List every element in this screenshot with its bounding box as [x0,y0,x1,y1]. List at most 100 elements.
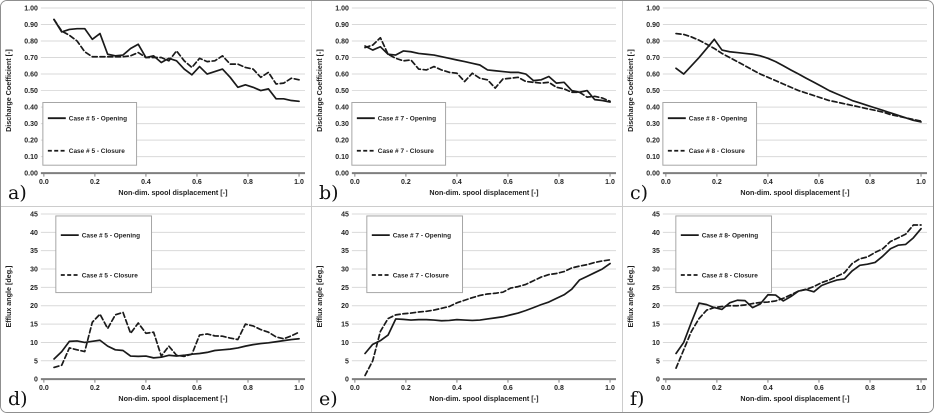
x-tick-labels: 0.0 0.2 0.4 0.6 0.8 1.0 [39,385,304,392]
y-tick-label: 40 [652,230,660,237]
x-tick-label: 0.0 [661,179,671,186]
x-tick-label: 0.6 [814,385,824,392]
y-tick-label: 10 [341,340,349,347]
y-tick-label: 0 [34,377,38,384]
legend-label: Case # 7 - Opening [378,116,436,123]
y-tick-label: 0.40 [335,105,349,112]
y-tick-label: 10 [652,340,660,347]
series-line-case-7-opening [364,262,611,355]
x-axis-title: Non-dim. spool displacement [-] [740,189,849,197]
x-axis-title: Non-dim. spool displacement [-] [429,189,538,197]
y-tick-label: 25 [341,285,349,292]
x-axis [351,378,617,383]
y-tick-labels: 0 5 10 15 20 25 30 35 40 45 [652,211,660,383]
legend-label: Case # 7 - Closure [393,272,450,279]
x-tick-label: 0.6 [192,385,202,392]
y-tick-label: 0.90 [24,22,38,29]
chart-panel-e: 0 5 10 15 20 25 30 35 40 45 0.0 0.2 0.4 0.6 0.8 1.0 Non-… [312,207,623,412]
x-tick-labels: 0.0 0.2 0.4 0.6 0.8 1.0 [39,179,304,186]
chart-panel-b: 0.00 0.10 0.20 0.30 0.40 0.50 0.60 0.70 0.80 0.90… [312,1,623,207]
y-tick-label: 0.60 [646,72,660,79]
legend-box: Case # 5 - Opening Case # 5 - Closure [42,102,138,166]
y-tick-label: 5 [34,358,38,365]
y-tick-label: 25 [30,285,38,292]
y-axis-title: Discharge Coefficient [-] [5,49,13,132]
legend-box: Case # 7 - Opening Case # 7 - Closure [351,102,447,166]
y-tick-label: 1.00 [646,5,660,12]
y-tick-label: 45 [30,211,38,218]
legend-label: Case # 5 - Opening [82,233,140,240]
y-tick-label: 0.70 [646,55,660,62]
x-tick-label: 0.4 [452,179,462,186]
series-line-case-8-opening [675,38,922,123]
x-tick-label: 0.8 [243,385,253,392]
legend-label: Case # 8 - Opening [689,116,747,123]
legend-label: Case # 5 - Opening [69,116,127,123]
y-tick-label: 0.10 [646,154,660,161]
x-tick-label: 0.4 [141,179,151,186]
y-tick-label: 0 [656,377,660,384]
y-tick-label: 0.90 [646,22,660,29]
x-tick-label: 0.0 [39,385,49,392]
chart-f-canvas: 0 5 10 15 20 25 30 35 40 45 0.0 0.2 0.4 0.6 0.8 1.0 Non-… [627,211,928,403]
gridlines [662,213,928,362]
x-axis [40,172,306,177]
x-tick-label: 0.4 [763,179,773,186]
y-tick-label: 0.00 [646,171,660,178]
x-tick-label: 0.8 [554,385,564,392]
x-tick-label: 1.0 [916,385,926,392]
y-tick-label: 0.70 [335,55,349,62]
y-tick-label: 30 [341,267,349,274]
legend-box: Case # 8- Opening Case # 8 - Closure [675,215,773,294]
y-tick-label: 45 [341,211,349,218]
y-tick-labels: 0 5 10 15 20 25 30 35 40 45 [341,211,349,383]
x-tick-label: 0.8 [554,179,564,186]
y-tick-label: 0.60 [335,72,349,79]
x-tick-label: 1.0 [916,179,926,186]
y-tick-label: 10 [30,340,38,347]
chart-panel-f: 0 5 10 15 20 25 30 35 40 45 0.0 0.2 0.4 0.6 0.8 1.0 Non-… [623,207,933,412]
series-line-case-5-closure [53,18,300,85]
y-tick-label: 40 [30,230,38,237]
y-tick-label: 0 [345,377,349,384]
y-tick-label: 35 [30,248,38,255]
chart-c-canvas: 0.00 0.10 0.20 0.30 0.40 0.50 0.60 0.70 0.80 0.90… [627,5,928,197]
y-tick-labels: 0.00 0.10 0.20 0.30 0.40 0.50 0.60 0.70 0.80 0.90… [24,5,38,177]
x-tick-label: 0.6 [192,179,202,186]
x-tick-label: 0.4 [763,385,773,392]
x-tick-label: 0.4 [141,385,151,392]
y-tick-label: 0.60 [24,72,38,79]
x-tick-label: 0.2 [401,179,411,186]
legend-box: Case # 5 - Opening Case # 5 - Closure [55,215,153,294]
x-tick-label: 0.2 [90,179,100,186]
y-tick-label: 5 [656,358,660,365]
series-line-case-8-closure [675,224,922,369]
legend-label: Case # 8 - Closure [689,148,746,155]
chart-a-canvas: 0.00 0.10 0.20 0.30 0.40 0.50 0.60 0.70 0.80 0.90… [5,5,306,197]
chart-panel-a: 0.00 0.10 0.20 0.30 0.40 0.50 0.60 0.70 0.80 0.90… [1,1,312,207]
x-tick-labels: 0.0 0.2 0.4 0.6 0.8 1.0 [350,385,615,392]
x-axis-title: Non-dim. spool displacement [-] [740,395,849,403]
x-tick-label: 1.0 [605,179,615,186]
x-axis-title: Non-dim. spool displacement [-] [429,395,538,403]
y-tick-label: 35 [652,248,660,255]
x-tick-label: 1.0 [294,179,304,186]
y-tick-label: 0.30 [646,121,660,128]
series-line-case-7-closure [364,36,611,103]
y-axis-title: Efflux angle [deg.] [316,266,324,328]
legend-box: Case # 7 - Opening Case # 7 - Closure [366,215,464,294]
legend-label: Case # 8 - Closure [702,272,759,279]
y-tick-label: 35 [341,248,349,255]
y-tick-label: 0.30 [335,121,349,128]
y-tick-labels: 0.00 0.10 0.20 0.30 0.40 0.50 0.60 0.70 0.80 0.90… [646,5,660,177]
x-tick-label: 0.0 [350,385,360,392]
x-tick-label: 0.0 [661,385,671,392]
x-tick-label: 0.0 [39,179,49,186]
y-tick-label: 0.90 [335,22,349,29]
chart-panel-d: 0 5 10 15 20 25 30 35 40 45 0.0 0.2 0.4 0.6 0.8 1.0 Non-… [1,207,312,412]
y-tick-label: 0.80 [646,38,660,45]
chart-panel-c: 0.00 0.10 0.20 0.30 0.40 0.50 0.60 0.70 0.80 0.90… [623,1,933,207]
x-tick-label: 1.0 [294,385,304,392]
legend-label: Case # 8- Opening [702,233,759,240]
panel-letter-f: f) [630,388,645,410]
